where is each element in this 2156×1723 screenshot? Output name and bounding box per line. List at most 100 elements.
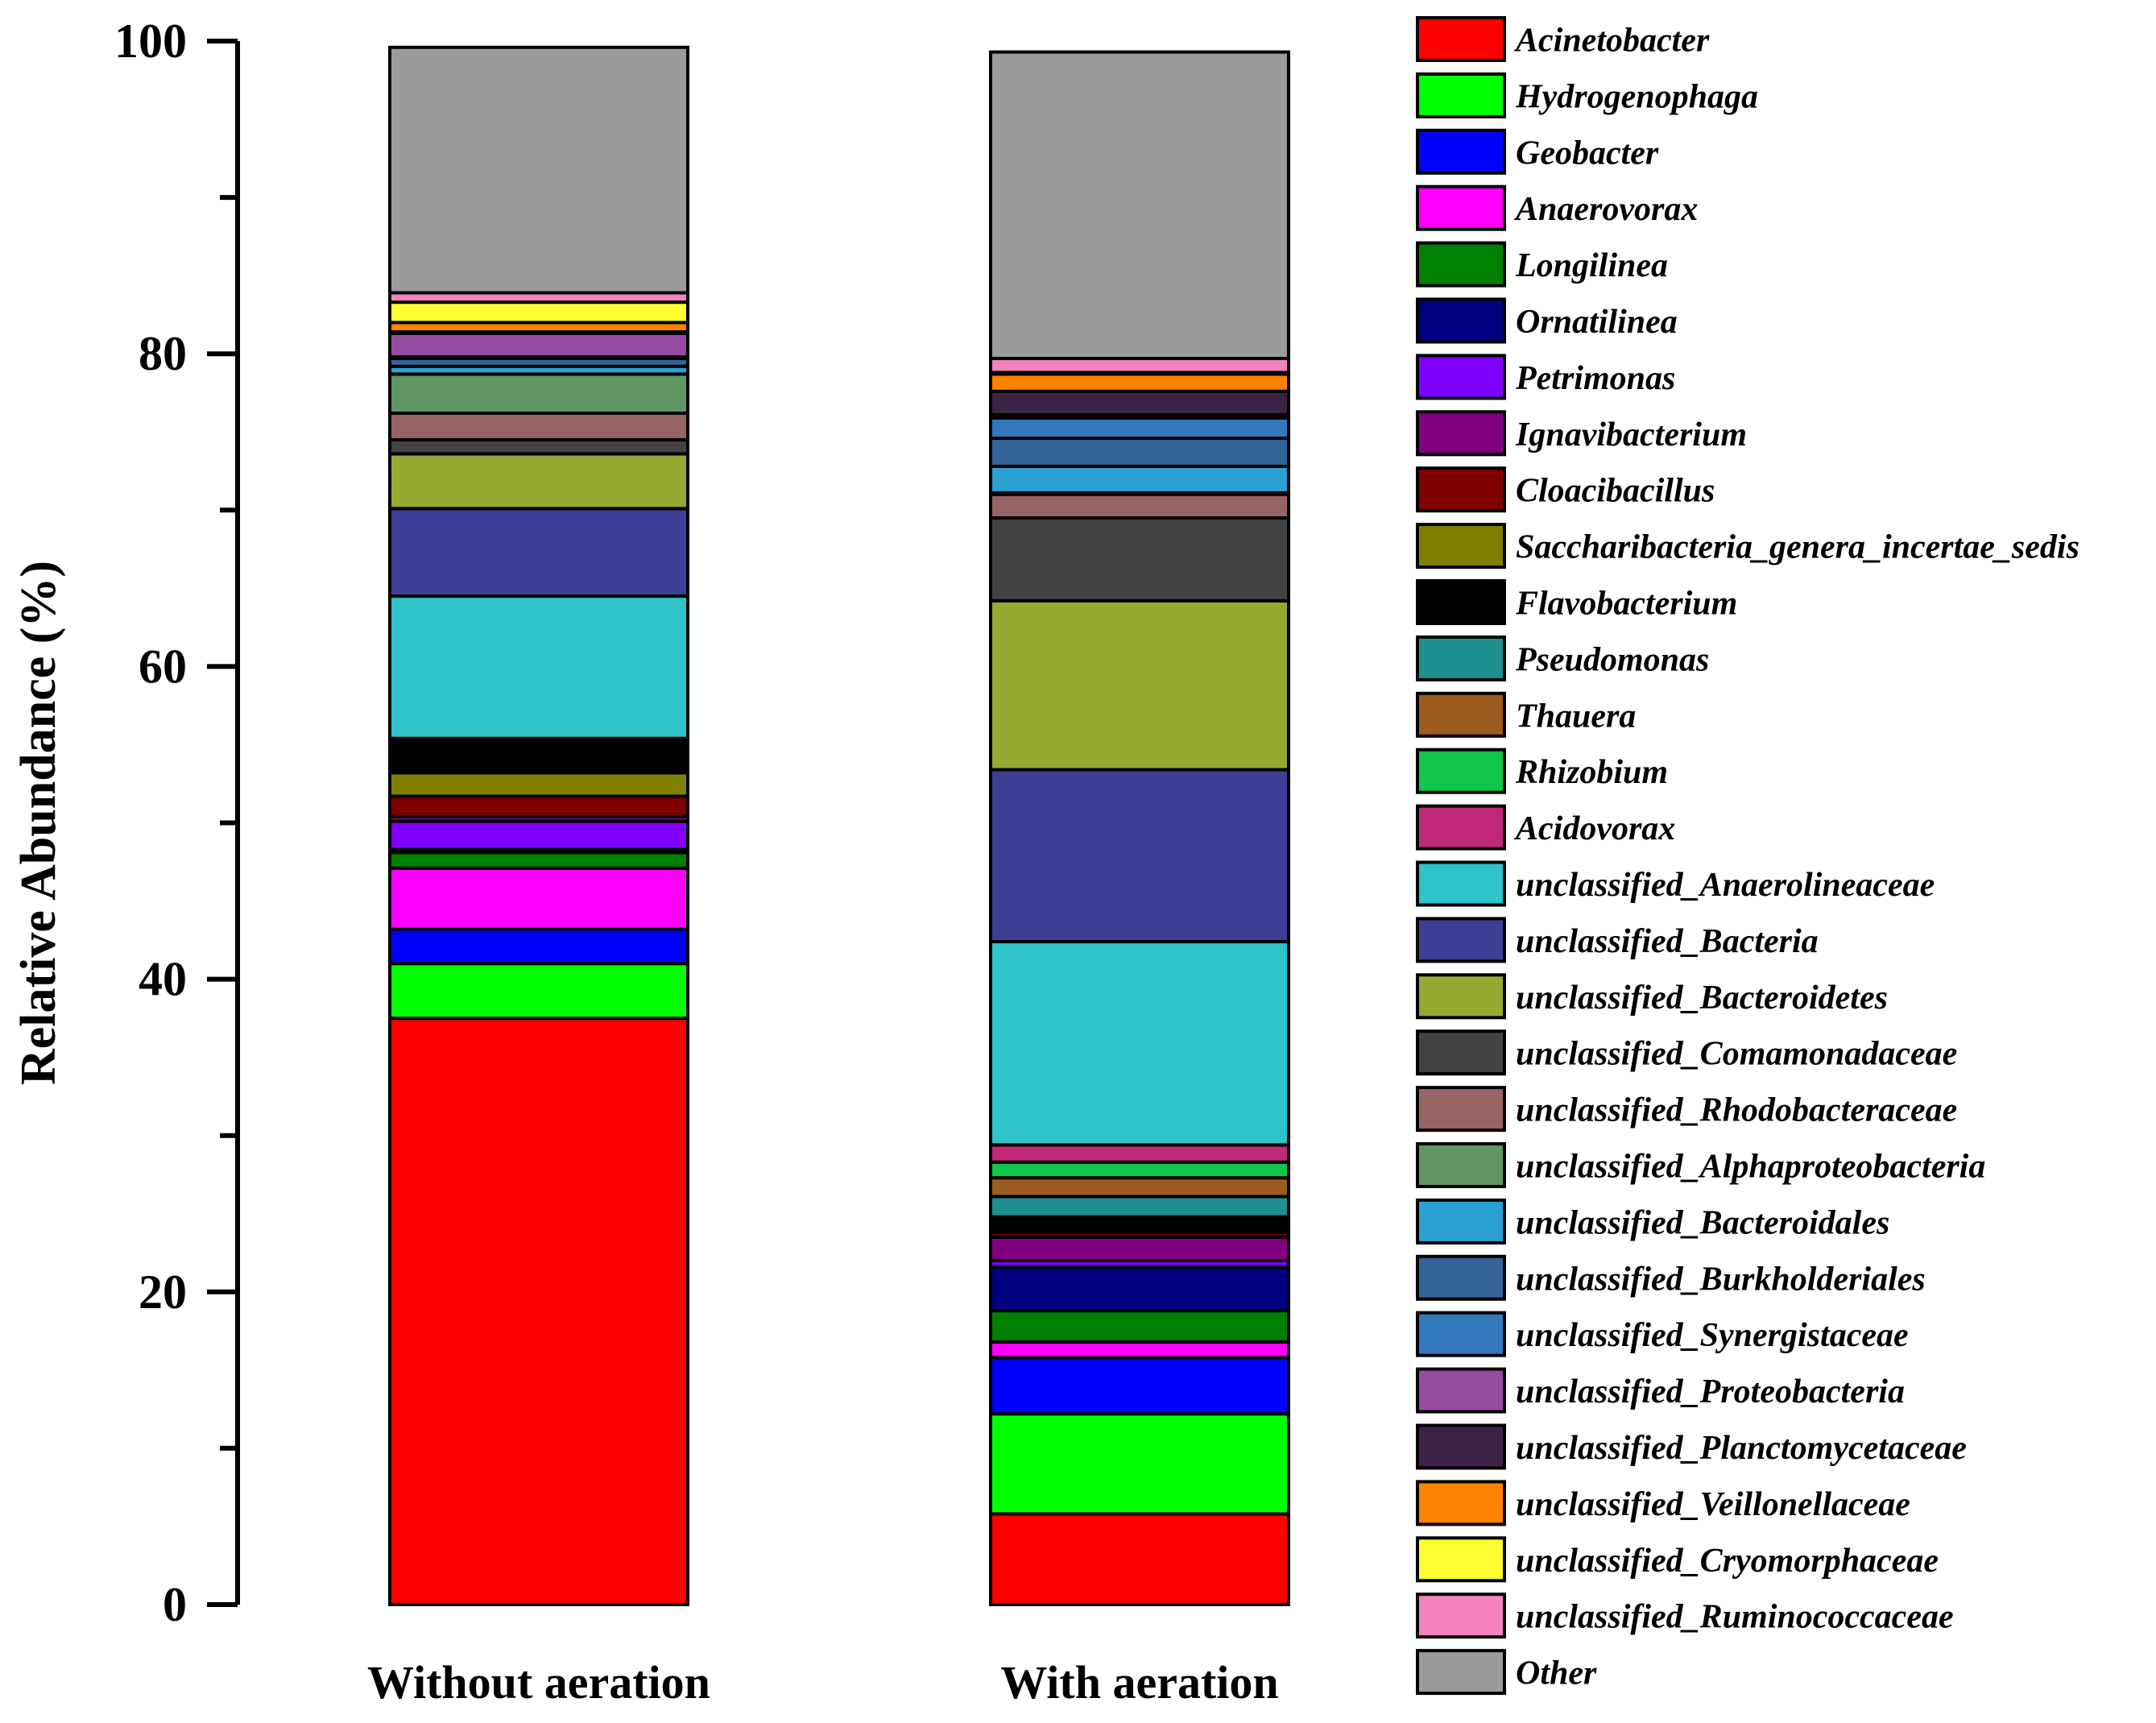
bar-segment (989, 357, 1290, 375)
bar-segment (388, 1017, 689, 1606)
bar-segment (388, 771, 689, 798)
legend-label: unclassified_Comamonadaceae (1516, 1036, 1957, 1073)
legend-label: unclassified_Veillonellaceae (1516, 1486, 1910, 1523)
bar-segment (989, 464, 1290, 495)
legend-swatch (1416, 860, 1506, 907)
legend-label: unclassified_Proteobacteria (1516, 1373, 1905, 1410)
bar-segment (388, 743, 689, 775)
bar-segment (388, 794, 689, 818)
legend-label: unclassified_Synergistaceae (1516, 1317, 1909, 1354)
legend: Acinetobacter Hydrogenophaga Geobacter Anae… (1416, 16, 2079, 1696)
bar-segment (989, 492, 1290, 520)
bar-segment (388, 437, 689, 456)
legend-swatch (1416, 1029, 1506, 1076)
legend-label: unclassified_Bacteroidales (1516, 1204, 1889, 1241)
legend-swatch (1416, 410, 1506, 457)
legend-label: Geobacter (1516, 135, 1659, 172)
legend-label: unclassified_Rhodobacteraceae (1516, 1092, 1957, 1129)
bar-segment (989, 1512, 1290, 1606)
y-axis-title: Relative Abundance (%) (11, 561, 66, 1085)
bar-segment (989, 389, 1290, 416)
legend-label: unclassified_Bacteroidetes (1516, 980, 1888, 1017)
legend-swatch (1416, 1593, 1506, 1639)
bar-segment (989, 1215, 1290, 1232)
legend-label: Flavobacterium (1515, 586, 1737, 623)
bar-segment (388, 372, 689, 415)
legend-swatch (1416, 354, 1506, 400)
legend-label: unclassified_Cryomorphaceae (1516, 1543, 1939, 1580)
bar-segment (989, 598, 1290, 772)
legend-swatch (1416, 579, 1506, 625)
bar-segment (989, 940, 1290, 1147)
y-tick-label: 0 (163, 1578, 187, 1631)
legend-swatch (1416, 1423, 1506, 1470)
bar-segment (989, 1340, 1290, 1360)
bar-segment (989, 1235, 1290, 1262)
bar-segment (388, 866, 689, 931)
legend-swatch (1416, 128, 1506, 175)
bar-segment (989, 1412, 1290, 1516)
bar-segment (388, 300, 689, 325)
legend-swatch (1416, 297, 1506, 344)
legend-label: Thauera (1516, 698, 1636, 735)
legend-label: unclassified_Planctomycetaceae (1516, 1430, 1967, 1467)
legend-swatch (1416, 1254, 1506, 1301)
legend-label: Saccharibacteria_genera_incertae_sedis (1516, 529, 2079, 566)
legend-swatch (1416, 917, 1506, 963)
bar-segment (388, 331, 689, 359)
legend-swatch (1416, 748, 1506, 794)
legend-swatch (1416, 241, 1506, 288)
bar-segment (388, 594, 689, 740)
legend-swatch (1416, 691, 1506, 738)
x-tick-label: Without aeration (367, 1656, 710, 1709)
legend-swatch (1416, 804, 1506, 851)
legend-label: Petrimonas (1515, 360, 1675, 397)
legend-swatch (1416, 1367, 1506, 1414)
bar-segment (388, 962, 689, 1021)
legend-label: Rhizobium (1515, 754, 1668, 791)
bar-segment (388, 851, 689, 870)
legend-label: unclassified_Bacteria (1516, 923, 1819, 960)
legend-swatch (1416, 72, 1506, 118)
x-tick-label: With aeration (1000, 1656, 1278, 1709)
y-tick-label: 60 (139, 640, 187, 693)
legend-swatch (1416, 1536, 1506, 1583)
bar-segment (388, 819, 689, 851)
legend-label: Hydrogenophaga (1515, 78, 1758, 115)
legend-label: Anaerovorax (1513, 191, 1698, 228)
bar-segment (989, 437, 1290, 468)
bar-segment (989, 50, 1290, 361)
legend-swatch (1416, 523, 1506, 570)
bar-segment (989, 1176, 1290, 1199)
legend-label: unclassified_Burkholderiales (1516, 1261, 1926, 1298)
legend-swatch (1416, 1198, 1506, 1245)
legend-label: Ornatilinea (1516, 304, 1678, 341)
bar-segment (388, 927, 689, 966)
bar-segment (989, 1265, 1290, 1313)
legend-swatch (1416, 973, 1506, 1020)
legend-swatch (1416, 1086, 1506, 1133)
legend-swatch (1416, 635, 1506, 681)
legend-swatch (1416, 184, 1506, 231)
legend-label: unclassified_Alphaproteobacteria (1516, 1149, 1985, 1186)
bar-group (388, 45, 689, 1606)
legend-swatch (1416, 466, 1506, 513)
bar-segment (388, 452, 689, 511)
bar-segment (989, 516, 1290, 603)
legend-swatch (1416, 1480, 1506, 1526)
bar-segment (388, 411, 689, 441)
legend-swatch (1416, 1311, 1506, 1357)
bar-segment (989, 1309, 1290, 1344)
bar-segment (989, 1195, 1290, 1219)
y-tick-label: 100 (114, 14, 187, 68)
y-tick-label: 80 (139, 327, 187, 380)
legend-swatch (1416, 1142, 1506, 1188)
legend-label: Acidovorax (1513, 810, 1675, 847)
bar-segment (989, 1160, 1290, 1180)
bar-group (989, 50, 1290, 1606)
legend-label: unclassified_Ruminococcaceae (1516, 1599, 1954, 1636)
legend-label: Ignavibacterium (1515, 416, 1747, 454)
bar-segment (388, 45, 689, 295)
